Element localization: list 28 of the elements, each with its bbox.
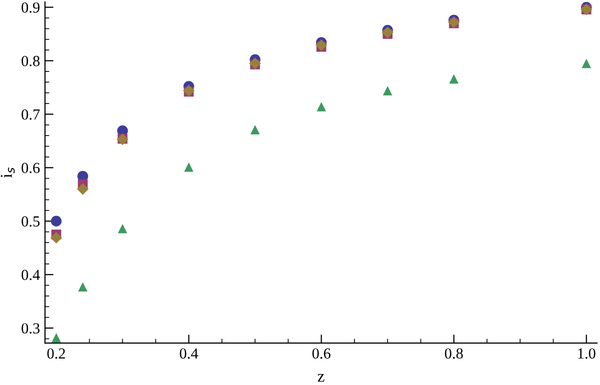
point — [118, 224, 128, 234]
x-tick-label: 0.8 — [444, 348, 463, 359]
x-tick-label: 0.2 — [47, 348, 65, 359]
x-tick-label: 0.4 — [180, 348, 198, 359]
point — [184, 162, 194, 172]
y-tick-label: 0.6 — [22, 162, 40, 174]
point — [382, 86, 392, 96]
point — [316, 102, 326, 112]
point — [50, 216, 62, 227]
y-tick-label: 0.3 — [22, 323, 40, 334]
y-tick-label: 0.4 — [22, 270, 40, 280]
point — [316, 39, 328, 52]
x-tick-label: 0.6 — [312, 348, 330, 359]
y-tick-label: 0.8 — [22, 56, 40, 66]
point — [52, 333, 61, 342]
point — [76, 183, 89, 195]
x-tick-label: 1.0 — [578, 348, 596, 359]
point — [78, 282, 88, 292]
y-axis-title: i$_{s}$ — [0, 168, 15, 178]
point — [582, 58, 592, 68]
x-axis-title: z — [318, 374, 324, 382]
y-tick-label: 0.5 — [22, 216, 40, 227]
point — [50, 232, 62, 244]
y-tick-label: 0.9 — [22, 2, 40, 13]
point — [449, 74, 459, 84]
y-tick-label: 0.7 — [22, 109, 40, 120]
point — [382, 26, 394, 38]
point — [250, 125, 260, 134]
